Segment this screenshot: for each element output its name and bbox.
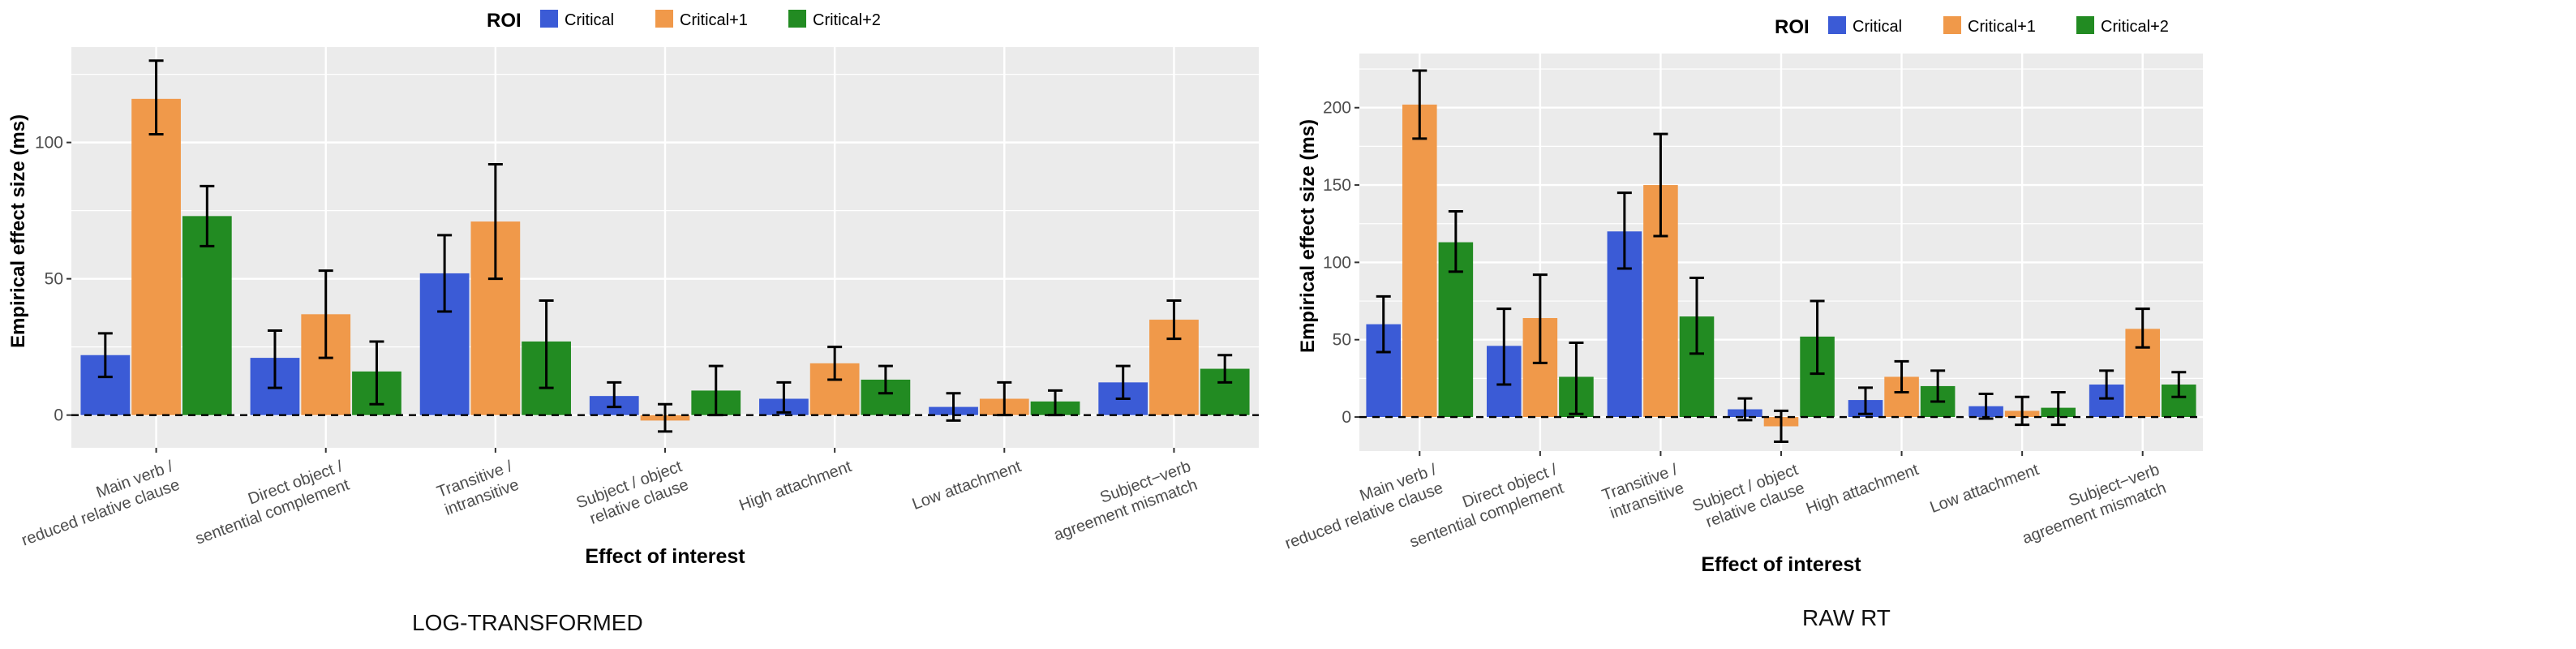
chart1-x-tick-label: Subject / objectrelative clause <box>574 458 692 531</box>
chart2-legend-swatch <box>1828 16 1846 34</box>
chart1-legend-swatch <box>540 10 558 28</box>
chart2-x-axis-title: Effect of interest <box>1701 553 1861 576</box>
chart2-y-tick-label: 200 <box>1323 99 1351 118</box>
chart2-legend-label: Critical+2 <box>2101 18 2169 36</box>
chart2-legend-label: Critical+1 <box>1968 18 2036 36</box>
chart2-y-tick-label: 100 <box>1323 253 1351 272</box>
chart2-legend-swatch <box>1943 16 1961 34</box>
chart1-x-tick-label: Transitive /intransitive <box>435 458 522 520</box>
chart2-x-tick-label: High attachment <box>1804 461 1921 518</box>
chart1-x-tick-label: Direct object /sentential complement <box>187 458 352 548</box>
chart1-x-tick-label: Low attachment <box>910 458 1024 514</box>
chart1-legend-label: Critical <box>565 11 614 29</box>
chart1-legend-title: ROI <box>487 10 522 32</box>
chart2-x-tick-label: Subject / objectrelative clause <box>1690 461 1808 534</box>
chart2-y-axis-title: Empirical effect size (ms) <box>1297 119 1319 353</box>
chart1-bar-criticalplus2 <box>182 216 232 415</box>
chart2-y-tick-label: 50 <box>1333 331 1351 350</box>
chart1-x-tick-label: High attachment <box>736 458 854 515</box>
chart1-legend-label: Critical+2 <box>813 11 881 29</box>
chart2-legend-label: Critical <box>1853 18 1902 36</box>
chart1-x-tick-label: Subject−verbagreement mismatch <box>1045 458 1200 544</box>
chart1-x-axis-title: Effect of interest <box>585 545 745 568</box>
chart1-y-tick-label: 100 <box>35 134 63 153</box>
caption-log-transformed: LOG-TRANSFORMED <box>412 610 643 635</box>
chart1-bar-criticalplus1 <box>131 98 181 415</box>
chart1-legend-swatch <box>655 10 673 28</box>
chart2-y-tick-label: 150 <box>1323 176 1351 195</box>
chart2-bar-criticalplus1 <box>1402 104 1437 418</box>
chart2-x-tick-label: Transitive /intransitive <box>1599 461 1686 523</box>
chart1-legend-label: Critical+1 <box>680 11 748 29</box>
chart2-legend-swatch <box>2076 16 2094 34</box>
chart2-x-tick-label: Low attachment <box>1928 461 2042 517</box>
chart1-y-tick-label: 50 <box>45 270 63 289</box>
chart1-y-axis-title: Empirical effect size (ms) <box>7 114 29 348</box>
chart1-y-tick-label: 0 <box>54 406 63 425</box>
caption-raw-rt: RAW RT <box>1802 605 1891 630</box>
chart2-y-tick-label: 0 <box>1342 408 1351 427</box>
chart2-legend-title: ROI <box>1775 16 1810 38</box>
chart1-x-tick-label: Main verb /reduced relative clause <box>12 458 182 550</box>
chart1-legend-swatch <box>788 10 806 28</box>
